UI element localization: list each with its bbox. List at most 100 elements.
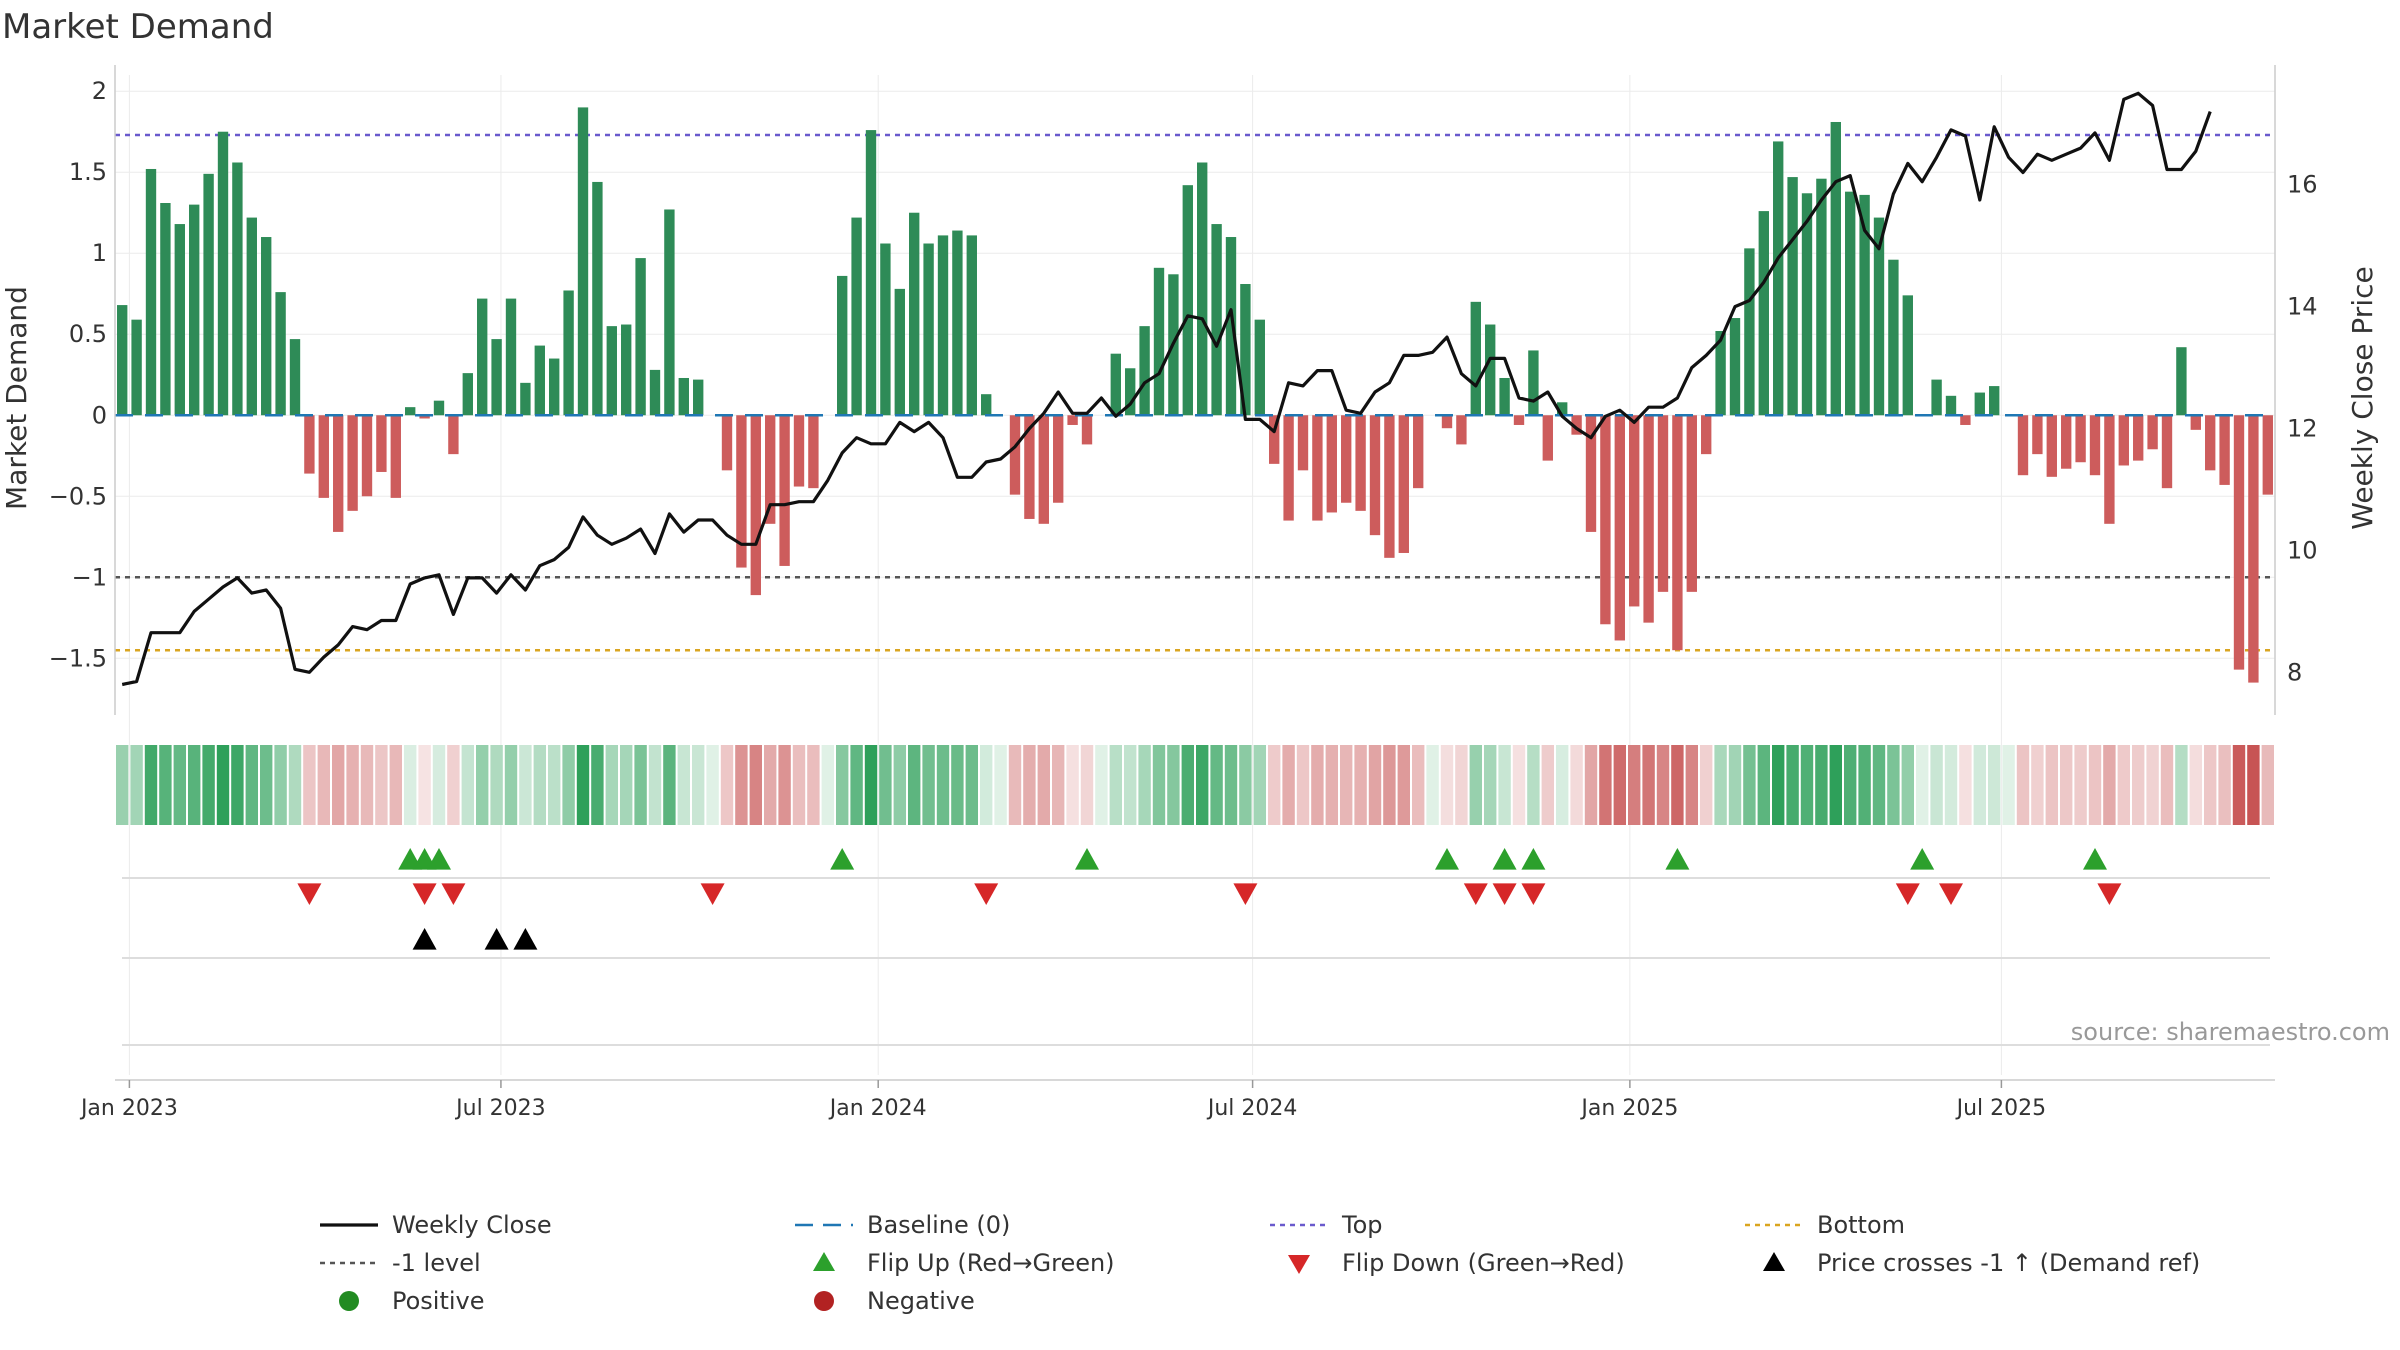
demand-bar-positive: [837, 275, 848, 416]
demand-bar-positive: [1801, 193, 1813, 416]
heat-cell: [778, 745, 791, 825]
demand-bar-negative: [765, 415, 776, 524]
heat-cell: [533, 745, 546, 825]
demand-bar-positive: [923, 243, 934, 416]
heat-cell: [476, 745, 489, 825]
heat-cell: [677, 745, 690, 825]
demand-bar-negative: [1960, 415, 1971, 425]
heat-cell: [346, 745, 359, 825]
heat-cell: [1023, 745, 1036, 825]
demand-bar-positive: [1197, 162, 1208, 416]
demand-bar-positive: [1182, 185, 1193, 416]
demand-bar-negative: [2118, 415, 2129, 466]
demand-bar-negative: [1701, 415, 1712, 455]
demand-bar-positive: [635, 258, 646, 416]
reference-lines: [115, 133, 2275, 652]
heat-cell: [2261, 745, 2274, 825]
demand-bar-positive: [1254, 319, 1265, 416]
heat-cell: [1253, 745, 1266, 825]
heat-cell: [634, 745, 647, 825]
y-tick-label: −1.5: [49, 644, 107, 672]
demand-bar-negative: [2075, 415, 2086, 463]
heat-cell: [2074, 745, 2087, 825]
heat-cell: [1844, 745, 1857, 825]
y2-tick-label: 14: [2287, 293, 2318, 321]
demand-bar-negative: [347, 415, 358, 511]
demand-bar-positive: [1758, 211, 1769, 416]
demand-bar-positive: [563, 290, 574, 416]
y-tick-label: −1: [72, 563, 107, 591]
flip-down-marker: [700, 883, 725, 905]
demand-bar-positive: [189, 204, 200, 416]
heat-cell: [1858, 745, 1871, 825]
demand-bar-negative: [2161, 415, 2173, 489]
heat-cell: [1527, 745, 1540, 825]
demand-bar-positive: [1830, 121, 1841, 416]
demand-bar-positive: [1485, 324, 1496, 416]
demand-bar-positive: [289, 339, 301, 416]
demand-bar-positive: [1557, 402, 1568, 416]
demand-bar-negative: [1326, 415, 1337, 513]
demand-bar-positive: [549, 358, 560, 416]
demand-bar-positive: [246, 217, 257, 416]
legend-label: Baseline (0): [867, 1211, 1010, 1239]
heat-cell: [144, 745, 158, 825]
demand-bar-positive: [909, 212, 920, 416]
heat-cell: [432, 745, 446, 825]
legend: Weekly Close Baseline (0) Top Bottom -1 leve…: [320, 1211, 2200, 1315]
chart-title: Market Demand: [2, 7, 274, 47]
demand-bar-positive: [1773, 141, 1784, 416]
heat-cell: [792, 745, 806, 825]
demand-bars: [115, 107, 2275, 683]
close-line: [121, 91, 2212, 687]
flip-down-marker: [297, 883, 322, 905]
heat-cell: [1714, 745, 1727, 825]
flip-down-marker: [1521, 883, 1546, 905]
demand-bar-negative: [1053, 415, 1064, 503]
y-tick-label: 1: [92, 239, 107, 267]
heat-cell: [2002, 745, 2015, 825]
demand-bar-positive: [405, 407, 416, 416]
demand-bar-positive: [131, 319, 142, 416]
heat-cell: [1930, 745, 1943, 825]
heat-cell: [2232, 745, 2246, 825]
heat-cell: [922, 745, 935, 825]
demand-bar-positive: [865, 130, 877, 416]
heat-cell: [1368, 745, 1382, 825]
demand-bar-positive: [1945, 395, 1957, 416]
heat-cell: [1700, 745, 1713, 825]
heat-cell: [317, 745, 330, 825]
demand-bar-positive: [1470, 301, 1481, 416]
y-axis-label: Market Demand: [0, 286, 33, 510]
demand-bar-positive: [477, 298, 488, 416]
demand-bar-negative: [1629, 415, 1640, 607]
heat-cell: [1397, 745, 1410, 825]
heat-cell: [2160, 745, 2174, 825]
heat-cell: [1757, 745, 1770, 825]
demand-bar-negative: [1384, 415, 1395, 558]
heat-cell: [504, 745, 518, 825]
flip-down-marker: [1895, 883, 1920, 905]
heat-cell: [1786, 745, 1799, 825]
heat-cell: [1988, 745, 2001, 825]
heat-cell: [965, 745, 978, 825]
heat-cell: [951, 745, 964, 825]
demand-bar-positive: [894, 288, 905, 416]
y2-tick-label: 16: [2287, 171, 2318, 199]
demand-bar-positive: [520, 382, 531, 416]
heat-cell: [1224, 745, 1238, 825]
close-price-line: [121, 91, 2212, 687]
x-tick-label: Jan 2024: [828, 1096, 927, 1121]
demand-bar-positive: [880, 243, 891, 416]
demand-bar-positive: [462, 373, 473, 416]
heat-cell: [1152, 745, 1166, 825]
demand-bar-negative: [361, 415, 373, 497]
heat-cell: [173, 745, 186, 825]
demand-bar-positive: [1845, 191, 1856, 416]
demand-bar-negative: [1398, 415, 1409, 553]
heat-cell: [591, 745, 604, 825]
legend-label: Price crosses -1 ↑ (Demand ref): [1817, 1249, 2200, 1277]
heat-cell: [548, 745, 561, 825]
heat-cell: [1685, 745, 1698, 825]
heat-cell: [274, 745, 287, 825]
